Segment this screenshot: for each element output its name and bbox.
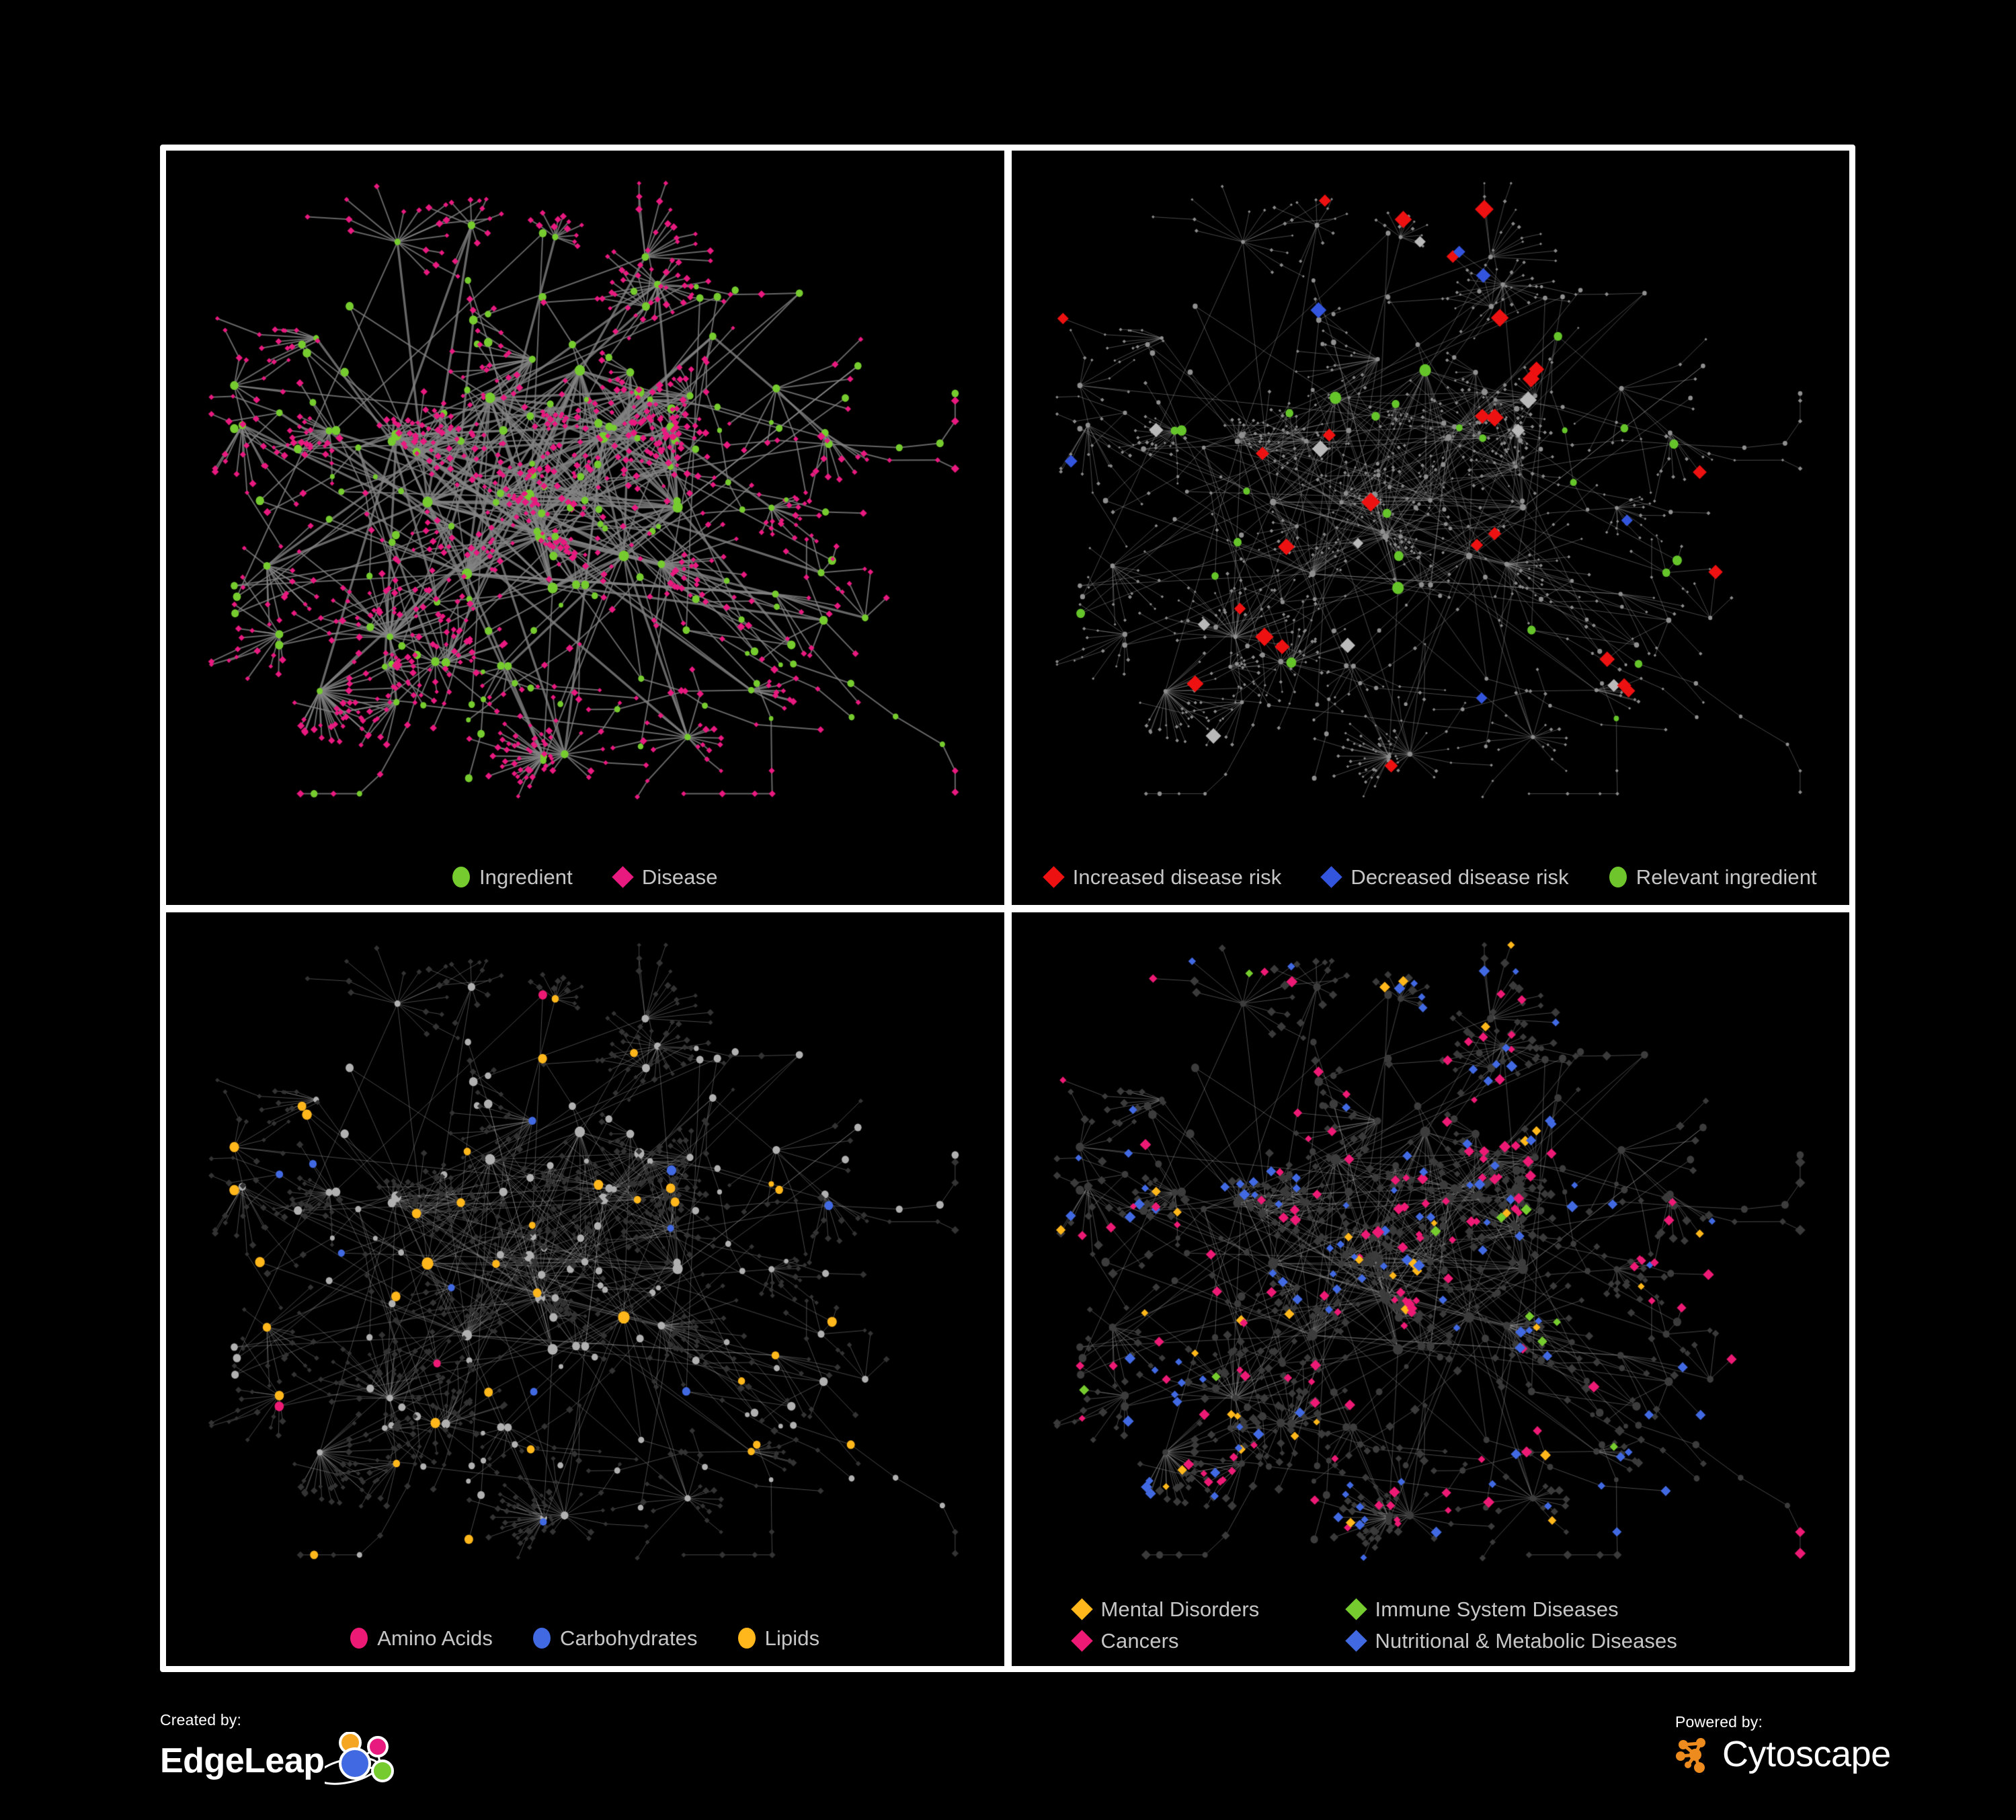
- panel-ingredient-disease-network[interactable]: Ingredient Disease: [166, 151, 1004, 905]
- edgeleap-wordmark: EdgeLeap: [160, 1741, 325, 1780]
- cytoscape-logo-row: Cytoscape: [1675, 1734, 1891, 1774]
- powered-by-label: Powered by:: [1675, 1713, 1763, 1731]
- network-panel-grid: Ingredient Disease Increased disease risk…: [166, 151, 1849, 1666]
- edgeleap-logo-row: EdgeLeap: [160, 1732, 399, 1790]
- panel-ingredient-class-network[interactable]: Amino Acids Carbohydrates Lipids: [166, 912, 1004, 1666]
- powered-by-cytoscape-logo: Powered by: Cytoscape: [1675, 1713, 1891, 1774]
- created-by-edgeleap-logo: Created by: EdgeLeap: [160, 1711, 399, 1790]
- network-canvas-disease-risk[interactable]: [1011, 151, 1849, 905]
- panel-disease-category-network[interactable]: Mental Disorders Immune System Diseases Ca…: [1011, 912, 1849, 1666]
- created-by-label: Created by:: [160, 1711, 242, 1729]
- panel-disease-risk-network[interactable]: Increased disease risk Decreased disease …: [1011, 151, 1849, 905]
- network-canvas-disease-category[interactable]: [1011, 912, 1849, 1666]
- network-canvas-ingredient-class[interactable]: [166, 912, 1004, 1666]
- network-canvas-ingredient-disease[interactable]: [166, 151, 1004, 905]
- cytoscape-icon: [1676, 1738, 1705, 1773]
- edgeleap-node-cluster-icon: [324, 1732, 394, 1785]
- figure-frame: Ingredient Disease Increased disease risk…: [160, 145, 1855, 1672]
- cytoscape-wordmark: Cytoscape: [1722, 1734, 1891, 1774]
